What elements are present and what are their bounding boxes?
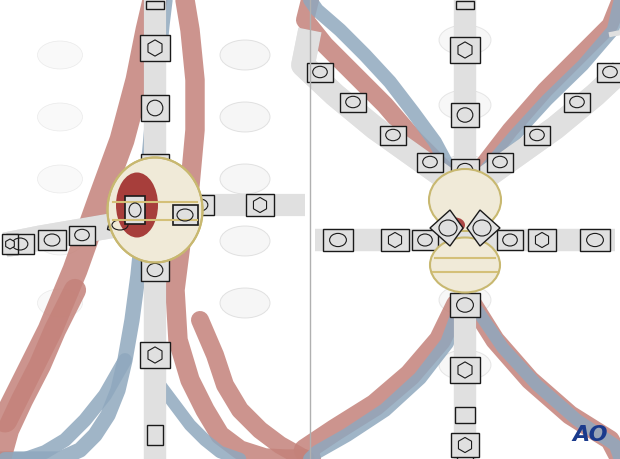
FancyBboxPatch shape (451, 159, 479, 181)
FancyBboxPatch shape (172, 205, 198, 225)
Ellipse shape (439, 155, 491, 185)
Polygon shape (148, 40, 162, 56)
Ellipse shape (37, 165, 82, 193)
Ellipse shape (439, 350, 491, 380)
FancyBboxPatch shape (412, 230, 438, 250)
Ellipse shape (429, 169, 501, 231)
FancyBboxPatch shape (6, 234, 34, 254)
Ellipse shape (439, 285, 491, 315)
FancyBboxPatch shape (186, 195, 214, 215)
Polygon shape (536, 232, 549, 247)
FancyBboxPatch shape (69, 225, 95, 245)
Ellipse shape (107, 157, 203, 263)
FancyBboxPatch shape (528, 229, 556, 251)
Ellipse shape (220, 226, 270, 256)
FancyBboxPatch shape (381, 229, 409, 251)
Ellipse shape (116, 173, 158, 237)
Ellipse shape (220, 40, 270, 70)
FancyBboxPatch shape (524, 125, 550, 145)
Polygon shape (148, 347, 162, 363)
Polygon shape (458, 437, 472, 453)
Ellipse shape (220, 164, 270, 194)
Ellipse shape (37, 227, 82, 255)
FancyBboxPatch shape (597, 62, 620, 82)
Ellipse shape (37, 41, 82, 69)
Ellipse shape (445, 218, 465, 233)
FancyBboxPatch shape (450, 37, 480, 63)
FancyBboxPatch shape (340, 93, 366, 112)
Polygon shape (458, 42, 472, 58)
Ellipse shape (220, 102, 270, 132)
FancyBboxPatch shape (107, 215, 133, 235)
Polygon shape (430, 210, 463, 246)
FancyBboxPatch shape (450, 357, 480, 383)
FancyBboxPatch shape (146, 1, 164, 9)
FancyBboxPatch shape (380, 125, 406, 145)
FancyBboxPatch shape (564, 93, 590, 112)
FancyBboxPatch shape (580, 229, 610, 251)
FancyBboxPatch shape (140, 342, 170, 368)
FancyBboxPatch shape (455, 407, 475, 423)
Ellipse shape (37, 103, 82, 131)
Polygon shape (458, 362, 472, 378)
FancyBboxPatch shape (38, 230, 66, 250)
FancyBboxPatch shape (140, 35, 170, 61)
FancyBboxPatch shape (141, 259, 169, 281)
FancyBboxPatch shape (141, 95, 169, 121)
Text: AO: AO (572, 425, 608, 445)
FancyBboxPatch shape (141, 154, 169, 176)
FancyBboxPatch shape (456, 1, 474, 9)
FancyBboxPatch shape (451, 433, 479, 457)
Ellipse shape (439, 25, 491, 55)
FancyBboxPatch shape (125, 196, 145, 224)
FancyBboxPatch shape (450, 293, 480, 317)
Polygon shape (6, 239, 14, 249)
FancyBboxPatch shape (457, 454, 473, 459)
Ellipse shape (430, 237, 500, 292)
FancyBboxPatch shape (246, 194, 274, 216)
FancyBboxPatch shape (2, 234, 18, 254)
FancyBboxPatch shape (307, 62, 333, 82)
FancyBboxPatch shape (487, 152, 513, 172)
FancyBboxPatch shape (323, 229, 353, 251)
FancyBboxPatch shape (147, 425, 163, 445)
Ellipse shape (37, 289, 82, 317)
Polygon shape (467, 210, 500, 246)
FancyBboxPatch shape (417, 152, 443, 172)
Ellipse shape (220, 288, 270, 318)
Ellipse shape (439, 220, 491, 250)
Ellipse shape (439, 90, 491, 120)
FancyBboxPatch shape (451, 103, 479, 127)
Polygon shape (389, 232, 402, 247)
Polygon shape (254, 197, 267, 213)
FancyBboxPatch shape (497, 230, 523, 250)
